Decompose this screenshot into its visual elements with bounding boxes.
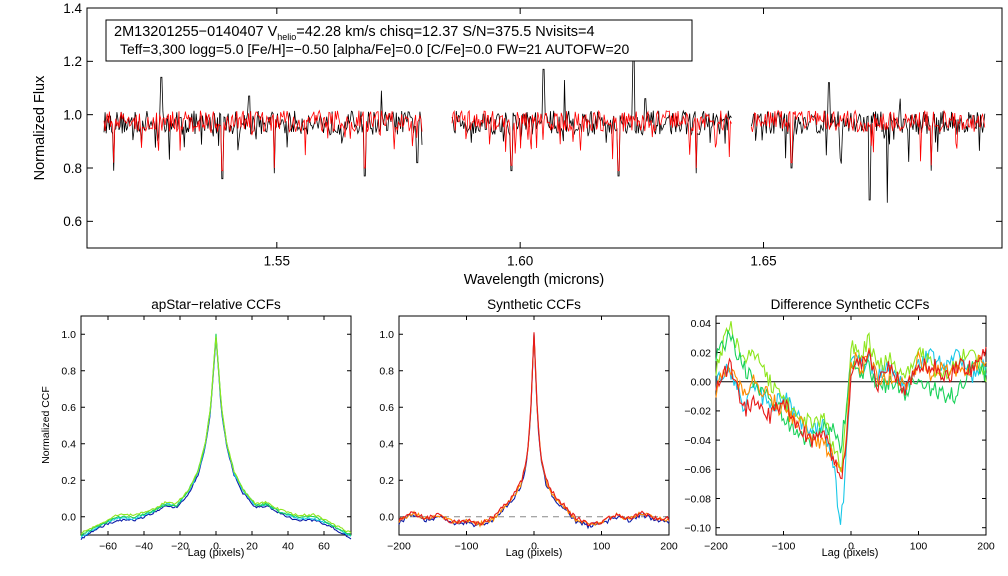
synthetic-ccf-x-tick-label: −200 — [387, 541, 411, 553]
synthetic-ccf-x-tick-label: 100 — [593, 541, 611, 553]
apstar-ccf-y-axis-label: Normalized CCF — [40, 386, 52, 464]
apstar-ccf-y-tick-label: 0.0 — [61, 512, 76, 524]
apstar-ccf-x-tick-label: 60 — [318, 541, 330, 553]
spectrum-y-tick-label: 0.8 — [63, 161, 82, 176]
difference-ccf-x-tick-label: −100 — [772, 541, 796, 553]
synthetic-ccf-x-tick-label: 0 — [531, 541, 537, 553]
apstar-ccf-series-line — [80, 333, 352, 537]
apstar-ccf-x-tick-label: 40 — [282, 541, 294, 553]
apstar-ccf-x-tick-label: −20 — [171, 541, 189, 553]
difference-ccf-panel: Difference Synthetic CCFs −200 −100 0 100 20… — [684, 297, 994, 559]
difference-ccf-x-axis-label: Lag (pixels) — [822, 547, 879, 559]
apstar-ccf-y-tick-label: 1.0 — [61, 329, 76, 341]
spectrum-panel: 1.55 1.60 1.65 0.6 0.8 1.0 1.2 1.4 2M13201255−0… — [32, 1, 1003, 288]
difference-ccf-y-tick-label: −0.06 — [684, 464, 711, 476]
synthetic-ccf-y-tick-label: 0.0 — [379, 512, 394, 524]
spectrum-x-tick-label: 1.60 — [507, 254, 533, 269]
synthetic-ccf-x-tick-label: 200 — [660, 541, 678, 553]
apstar-ccf-x-tick-label: 0 — [213, 541, 219, 553]
apstar-ccf-series-line — [80, 336, 352, 535]
apstar-ccf-x-tick-label: −60 — [99, 541, 117, 553]
apstar-ccf-y-tick-label: 0.2 — [61, 475, 76, 487]
spectrum-y-tick-label: 1.2 — [63, 54, 82, 69]
spectrum-legend-box — [105, 19, 693, 62]
spectrum-plot-frame — [86, 7, 1003, 249]
synthetic-ccf-panel: Synthetic CCFs −200 −100 0 100 200 0.0 0.2 0.4 0… — [379, 297, 678, 559]
synthetic-ccf-series — [398, 332, 670, 530]
synthetic-ccf-series-line — [398, 333, 670, 530]
synthetic-ccf-y-tick-label: 0.8 — [379, 366, 394, 378]
spectrum-legend: 2M13201255−0140407 Vhelio=42.28 km/s chi… — [105, 19, 693, 62]
synthetic-ccf-series-line — [398, 332, 670, 527]
apstar-ccf-y-tick-label: 0.4 — [61, 439, 76, 451]
difference-ccf-x-tick-label: 200 — [977, 541, 995, 553]
legend-vhelio-subscript: helio — [277, 32, 296, 42]
synthetic-ccf-y-tick-label: 0.4 — [379, 439, 394, 451]
legend-star-id: 2M13201255−0140407 V — [114, 24, 278, 40]
apstar-ccf-series-line — [80, 336, 352, 539]
synthetic-ccf-series-line — [398, 335, 670, 528]
spectrum-x-axis-label: Wavelength (microns) — [464, 272, 604, 288]
difference-ccf-y-tick-label: 0.04 — [691, 318, 712, 330]
apstar-ccf-ticks: −60 −40 −20 0 20 40 60 0.0 0.2 0.4 0.6 0.8 1.0 — [61, 316, 351, 553]
apstar-ccf-x-axis-label: Lag (pixels) — [188, 547, 245, 559]
difference-ccf-series-line — [715, 347, 987, 525]
synthetic-ccf-y-tick-label: 0.6 — [379, 402, 394, 414]
synthetic-ccf-y-tick-label: 1.0 — [379, 329, 394, 341]
synthetic-ccf-ticks: −200 −100 0 100 200 0.0 0.2 0.4 0.6 0.8 1.0 — [379, 316, 678, 553]
apstar-ccf-x-tick-label: −40 — [135, 541, 153, 553]
spectrum-legend-line-2: Teff=3,300 logg=5.0 [Fe/H]=−0.50 [alpha/… — [120, 41, 629, 57]
spectrum-y-ticks: 1.55 1.60 1.65 0.6 0.8 1.0 1.2 1.4 — [63, 1, 1002, 269]
difference-ccf-y-tick-label: −0.02 — [684, 406, 711, 418]
apstar-ccf-y-tick-label: 0.8 — [61, 366, 76, 378]
apstar-ccf-series — [80, 333, 352, 541]
difference-ccf-x-tick-label: −200 — [704, 541, 728, 553]
synthetic-ccf-y-tick-label: 0.2 — [379, 475, 394, 487]
spectrum-y-axis-label: Normalized Flux — [32, 75, 48, 180]
apstar-ccf-series-line — [80, 338, 352, 541]
apstar-ccf-title: apStar−relative CCFs — [151, 297, 281, 312]
apstar-ccf-x-tick-label: 20 — [246, 541, 258, 553]
spectrum-y-tick-label: 1.4 — [63, 1, 82, 16]
spectrum-x-tick-label: 1.55 — [264, 254, 290, 269]
synthetic-ccf-x-tick-label: −100 — [455, 541, 479, 553]
difference-ccf-title: Difference Synthetic CCFs — [771, 297, 930, 312]
difference-ccf-y-tick-label: −0.08 — [684, 493, 711, 505]
difference-ccf-x-tick-label: 0 — [848, 541, 854, 553]
difference-ccf-y-tick-label: 0.00 — [691, 376, 712, 388]
difference-ccf-series-line — [715, 346, 987, 480]
spectrum-y-tick-label: 0.6 — [63, 214, 82, 229]
spectrum-legend-line-1: 2M13201255−0140407 Vhelio=42.28 km/s chi… — [114, 24, 595, 42]
difference-ccf-series — [715, 321, 987, 525]
spectrum-model-line — [103, 109, 986, 172]
apstar-ccf-panel: apStar−relative CCFs −60 −40 −20 0 20 40 60 0.0… — [40, 297, 352, 559]
difference-ccf-y-tick-label: 0.02 — [691, 347, 712, 359]
spectrum-x-tick-label: 1.65 — [750, 254, 776, 269]
synthetic-ccf-plot-frame — [398, 315, 670, 536]
synthetic-ccf-title: Synthetic CCFs — [487, 297, 581, 312]
difference-ccf-series-line — [715, 347, 987, 473]
legend-stats: =42.28 km/s chisq=12.37 S/N=375.5 Nvisit… — [296, 24, 594, 40]
difference-ccf-ticks: −200 −100 0 100 200 −0.10 −0.08 −0.06 −0.04 −0.02… — [684, 316, 995, 553]
spectrum-y-tick-label: 1.0 — [63, 108, 82, 123]
apstar-ccf-plot-frame — [80, 315, 352, 536]
synthetic-ccf-x-axis-label: Lag (pixels) — [506, 547, 563, 559]
difference-ccf-series-line — [715, 321, 987, 472]
spectrum-series — [103, 52, 986, 203]
difference-ccf-y-tick-label: −0.04 — [684, 435, 711, 447]
difference-ccf-y-tick-label: −0.10 — [684, 522, 711, 534]
apstar-ccf-y-tick-label: 0.6 — [61, 402, 76, 414]
difference-ccf-x-tick-label: 100 — [910, 541, 928, 553]
